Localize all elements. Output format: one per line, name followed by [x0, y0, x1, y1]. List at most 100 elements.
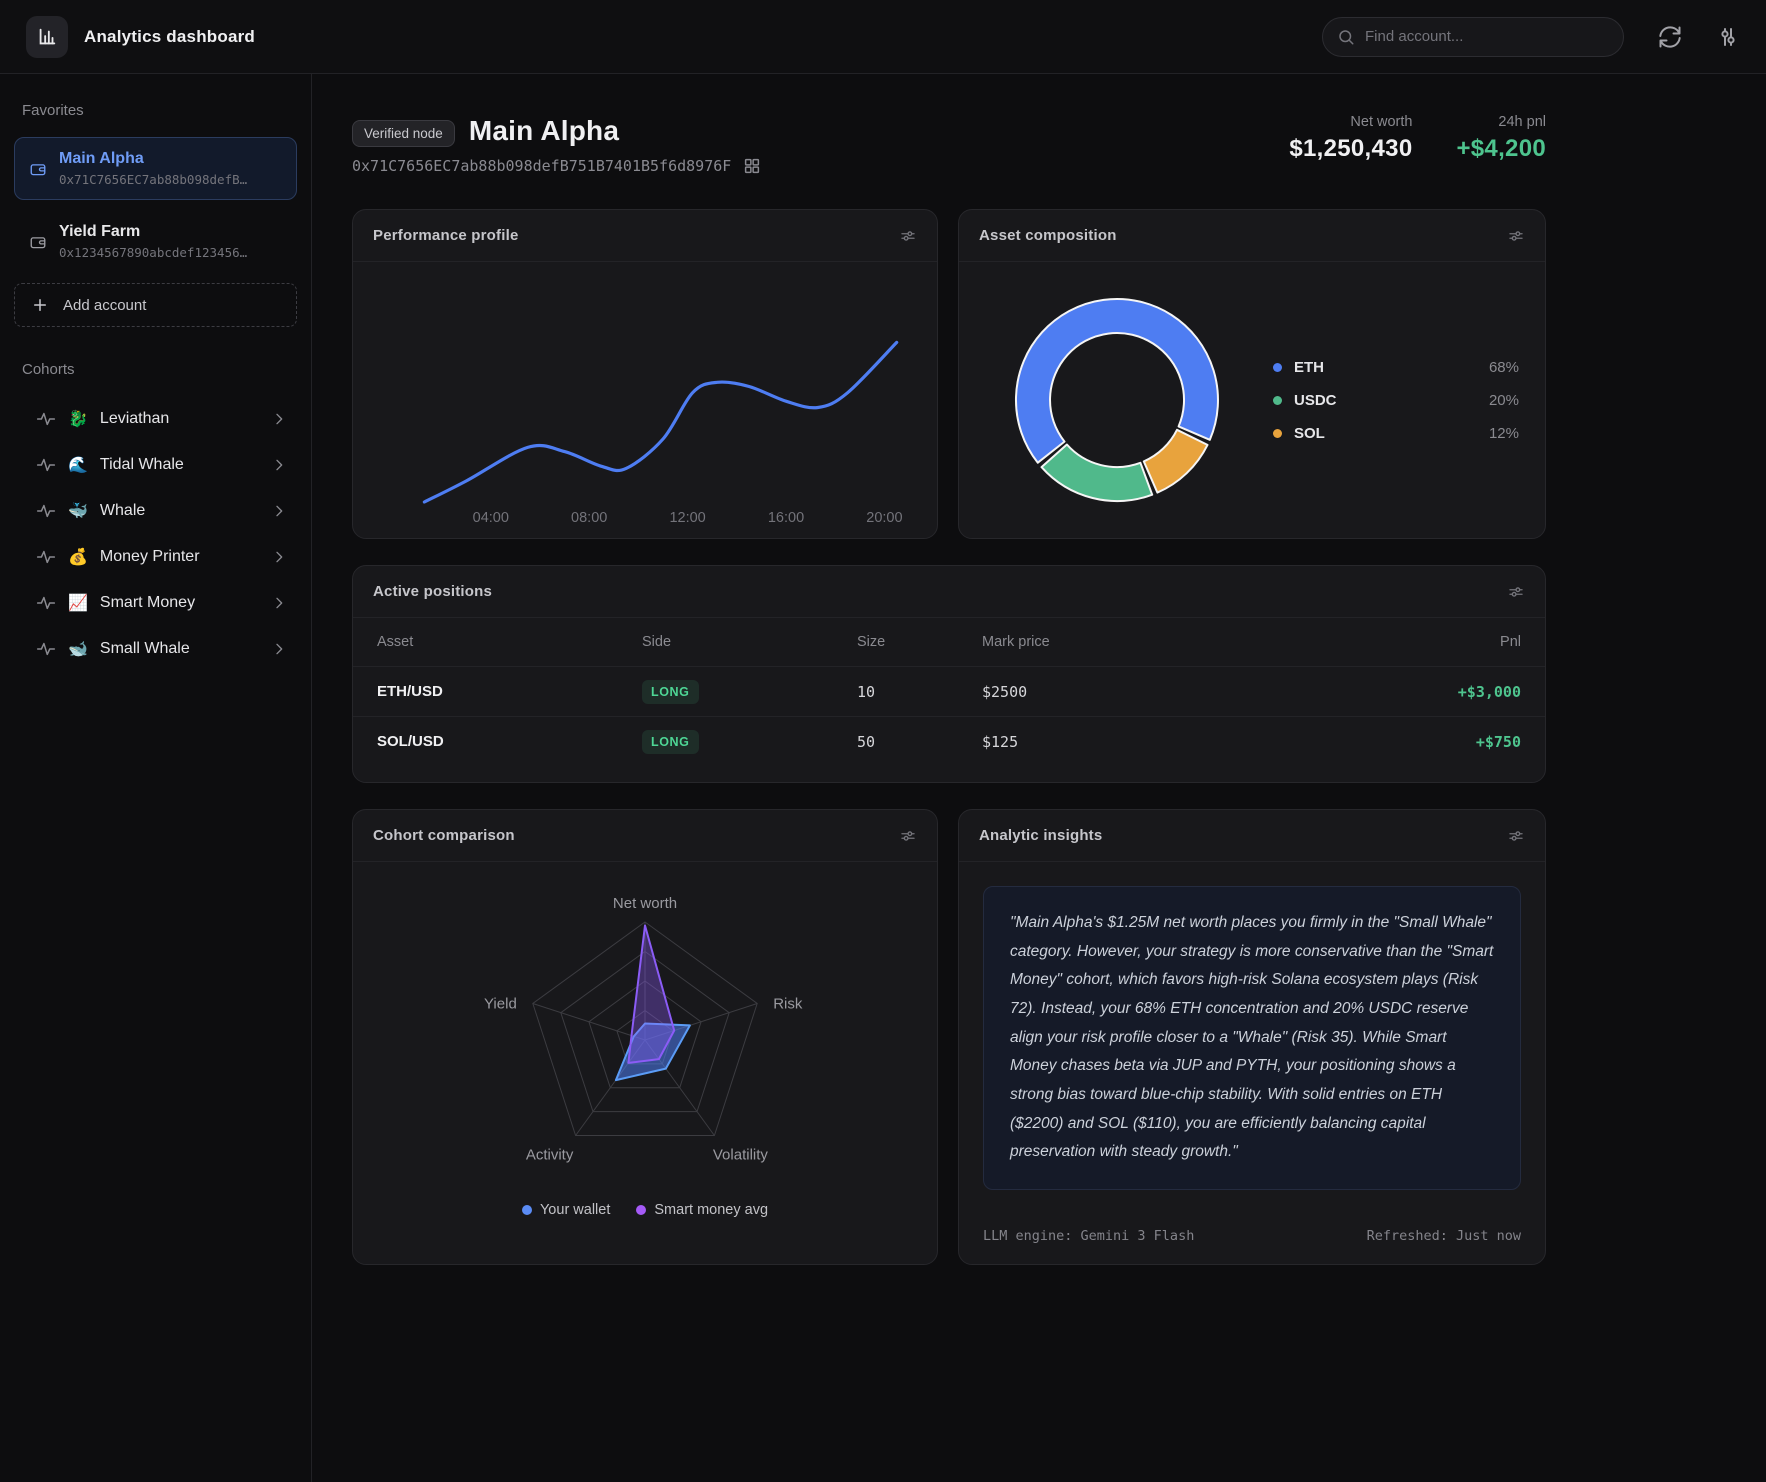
cohort-label: Money Printer	[99, 548, 200, 565]
performance-line-chart: 04:00 08:00 12:00 16:00 20:00	[353, 262, 937, 538]
add-account-button[interactable]: Add account	[14, 283, 297, 327]
cohort-item-small-whale[interactable]: 🐋 Small Whale	[14, 626, 297, 672]
cohort-item-tidal-whale[interactable]: 🌊 Tidal Whale	[14, 442, 297, 488]
side-badge: LONG	[642, 729, 699, 754]
pulse-icon	[36, 593, 56, 613]
position-pnl: +$3,000	[1457, 682, 1521, 701]
cohort-label: Small Whale	[99, 640, 190, 657]
chevron-right-icon	[271, 503, 287, 519]
position-mark-price: $2500	[982, 682, 1028, 701]
refresh-icon[interactable]	[1658, 25, 1682, 49]
card-sliders-icon[interactable]	[1507, 827, 1525, 845]
legend-item-smart-money-avg: Smart money avg	[636, 1202, 768, 1218]
cohort-item-money-printer[interactable]: 💰 Money Printer	[14, 534, 297, 580]
account-name: Main Alpha	[59, 150, 144, 167]
col-asset: Asset	[377, 634, 414, 650]
cohort-comparison-card: Cohort comparison Net worth Risk Volatilit…	[352, 809, 938, 1265]
legend-item-eth: ETH 68%	[1273, 359, 1519, 376]
cohort-emoji: 🐳	[68, 503, 88, 520]
donut-legend: ETH 68% USDC 20% SOL 12%	[1269, 359, 1545, 442]
card-title: Cohort comparison	[373, 827, 515, 844]
positions-table-header: Asset Side Size Mark price Pnl	[353, 618, 1545, 666]
pulse-icon	[36, 501, 56, 521]
your-wallet-dot	[521, 1205, 532, 1215]
position-size: 50	[857, 732, 876, 751]
col-side: Side	[642, 634, 672, 650]
cohort-item-smart-money[interactable]: 📈 Smart Money	[14, 580, 297, 626]
chevron-right-icon	[271, 595, 287, 611]
position-size: 10	[857, 682, 876, 701]
net-worth-stat: Net worth $1,250,430	[1289, 114, 1412, 163]
pulse-icon	[36, 547, 56, 567]
net-worth-value: $1,250,430	[1289, 135, 1413, 162]
svg-text:Risk: Risk	[773, 996, 803, 1013]
card-sliders-icon[interactable]	[1507, 227, 1525, 245]
cohort-item-leviathan[interactable]: 🐉 Leviathan	[14, 396, 297, 442]
legend-pct: 12%	[1488, 424, 1519, 442]
svg-text:Activity: Activity	[526, 1147, 574, 1164]
legend-pct: 68%	[1488, 358, 1519, 376]
radar-legend: Your wallet Smart money avg	[353, 1202, 937, 1218]
account-address: 0x71C7656EC7ab88b098defB…	[59, 172, 248, 187]
position-row-eth[interactable]: ETH/USD LONG 10 $2500 +$3,000	[353, 666, 1545, 716]
position-asset: SOL/USD	[377, 733, 444, 750]
wallet-icon	[29, 160, 47, 178]
card-title: Performance profile	[373, 227, 519, 244]
svg-text:Yield: Yield	[484, 996, 517, 1013]
plus-icon	[31, 296, 49, 314]
sol-dot	[1273, 428, 1282, 438]
page-title: Main Alpha	[468, 114, 620, 146]
account-full-address: 0x71C7656EC7ab88b098defB751B7401B5f6d897…	[352, 157, 732, 175]
insight-quote: "Main Alpha's $1.25M net worth places yo…	[983, 886, 1521, 1191]
add-account-label: Add account	[63, 296, 147, 314]
sidebar-account-yield-farm[interactable]: Yield Farm 0x1234567890abcdef123456…	[14, 210, 297, 273]
verified-node-badge: Verified node	[352, 120, 455, 147]
pulse-icon	[36, 455, 56, 475]
cohort-emoji: 📈	[68, 595, 88, 612]
legend-item-your-wallet: Your wallet	[521, 1202, 610, 1218]
refreshed-label: Refreshed: Just now	[1366, 1228, 1521, 1244]
sidebar-account-main-alpha[interactable]: Main Alpha 0x71C7656EC7ab88b098defB…	[14, 137, 297, 200]
search-input[interactable]	[1365, 28, 1609, 45]
search-box[interactable]	[1322, 16, 1624, 57]
usdc-dot	[1273, 395, 1282, 405]
cohort-label: Smart Money	[99, 594, 196, 611]
settings-sliders-icon[interactable]	[1716, 25, 1740, 49]
side-badge: LONG	[642, 679, 699, 704]
position-row-sol[interactable]: SOL/USD LONG 50 $125 +$750	[353, 716, 1545, 766]
cohort-label: Tidal Whale	[99, 456, 184, 473]
legend-item-sol: SOL 12%	[1273, 425, 1519, 442]
card-title: Analytic insights	[979, 827, 1103, 844]
chevron-right-icon	[271, 549, 287, 565]
card-sliders-icon[interactable]	[1507, 583, 1525, 601]
smart-money-dot	[636, 1205, 647, 1215]
svg-text:12:00: 12:00	[669, 510, 705, 526]
svg-text:Net worth: Net worth	[613, 895, 677, 912]
cohort-item-whale[interactable]: 🐳 Whale	[14, 488, 297, 534]
position-mark-price: $125	[982, 732, 1019, 751]
asset-donut-chart	[959, 262, 1269, 538]
chevron-right-icon	[271, 457, 287, 473]
cohort-label: Whale	[99, 502, 146, 519]
sidebar: Favorites Main Alpha 0x71C7656EC7ab88b09…	[0, 74, 312, 1482]
cohorts-label: Cohorts	[22, 361, 75, 378]
copy-grid-icon[interactable]	[743, 157, 761, 175]
wallet-icon	[29, 233, 47, 251]
account-header: Verified node Main Alpha 0x71C7656EC7ab8…	[352, 114, 1546, 175]
legend-pct: 20%	[1488, 391, 1519, 409]
card-sliders-icon[interactable]	[899, 227, 917, 245]
svg-text:20:00: 20:00	[866, 510, 902, 526]
app-title: Analytics dashboard	[84, 26, 256, 46]
svg-text:16:00: 16:00	[768, 510, 804, 526]
pulse-icon	[36, 639, 56, 659]
account-address: 0x1234567890abcdef123456…	[59, 245, 248, 260]
card-sliders-icon[interactable]	[899, 827, 917, 845]
legend-label: Smart money avg	[654, 1202, 769, 1218]
app-logo	[26, 15, 68, 58]
legend-label: SOL	[1294, 424, 1325, 442]
active-positions-card: Active positions Asset Side Size Mark pr…	[352, 565, 1546, 783]
account-name: Yield Farm	[59, 223, 141, 240]
legend-label: USDC	[1294, 391, 1337, 409]
col-pnl: Pnl	[1500, 634, 1521, 650]
cohort-label: Leviathan	[99, 410, 170, 427]
